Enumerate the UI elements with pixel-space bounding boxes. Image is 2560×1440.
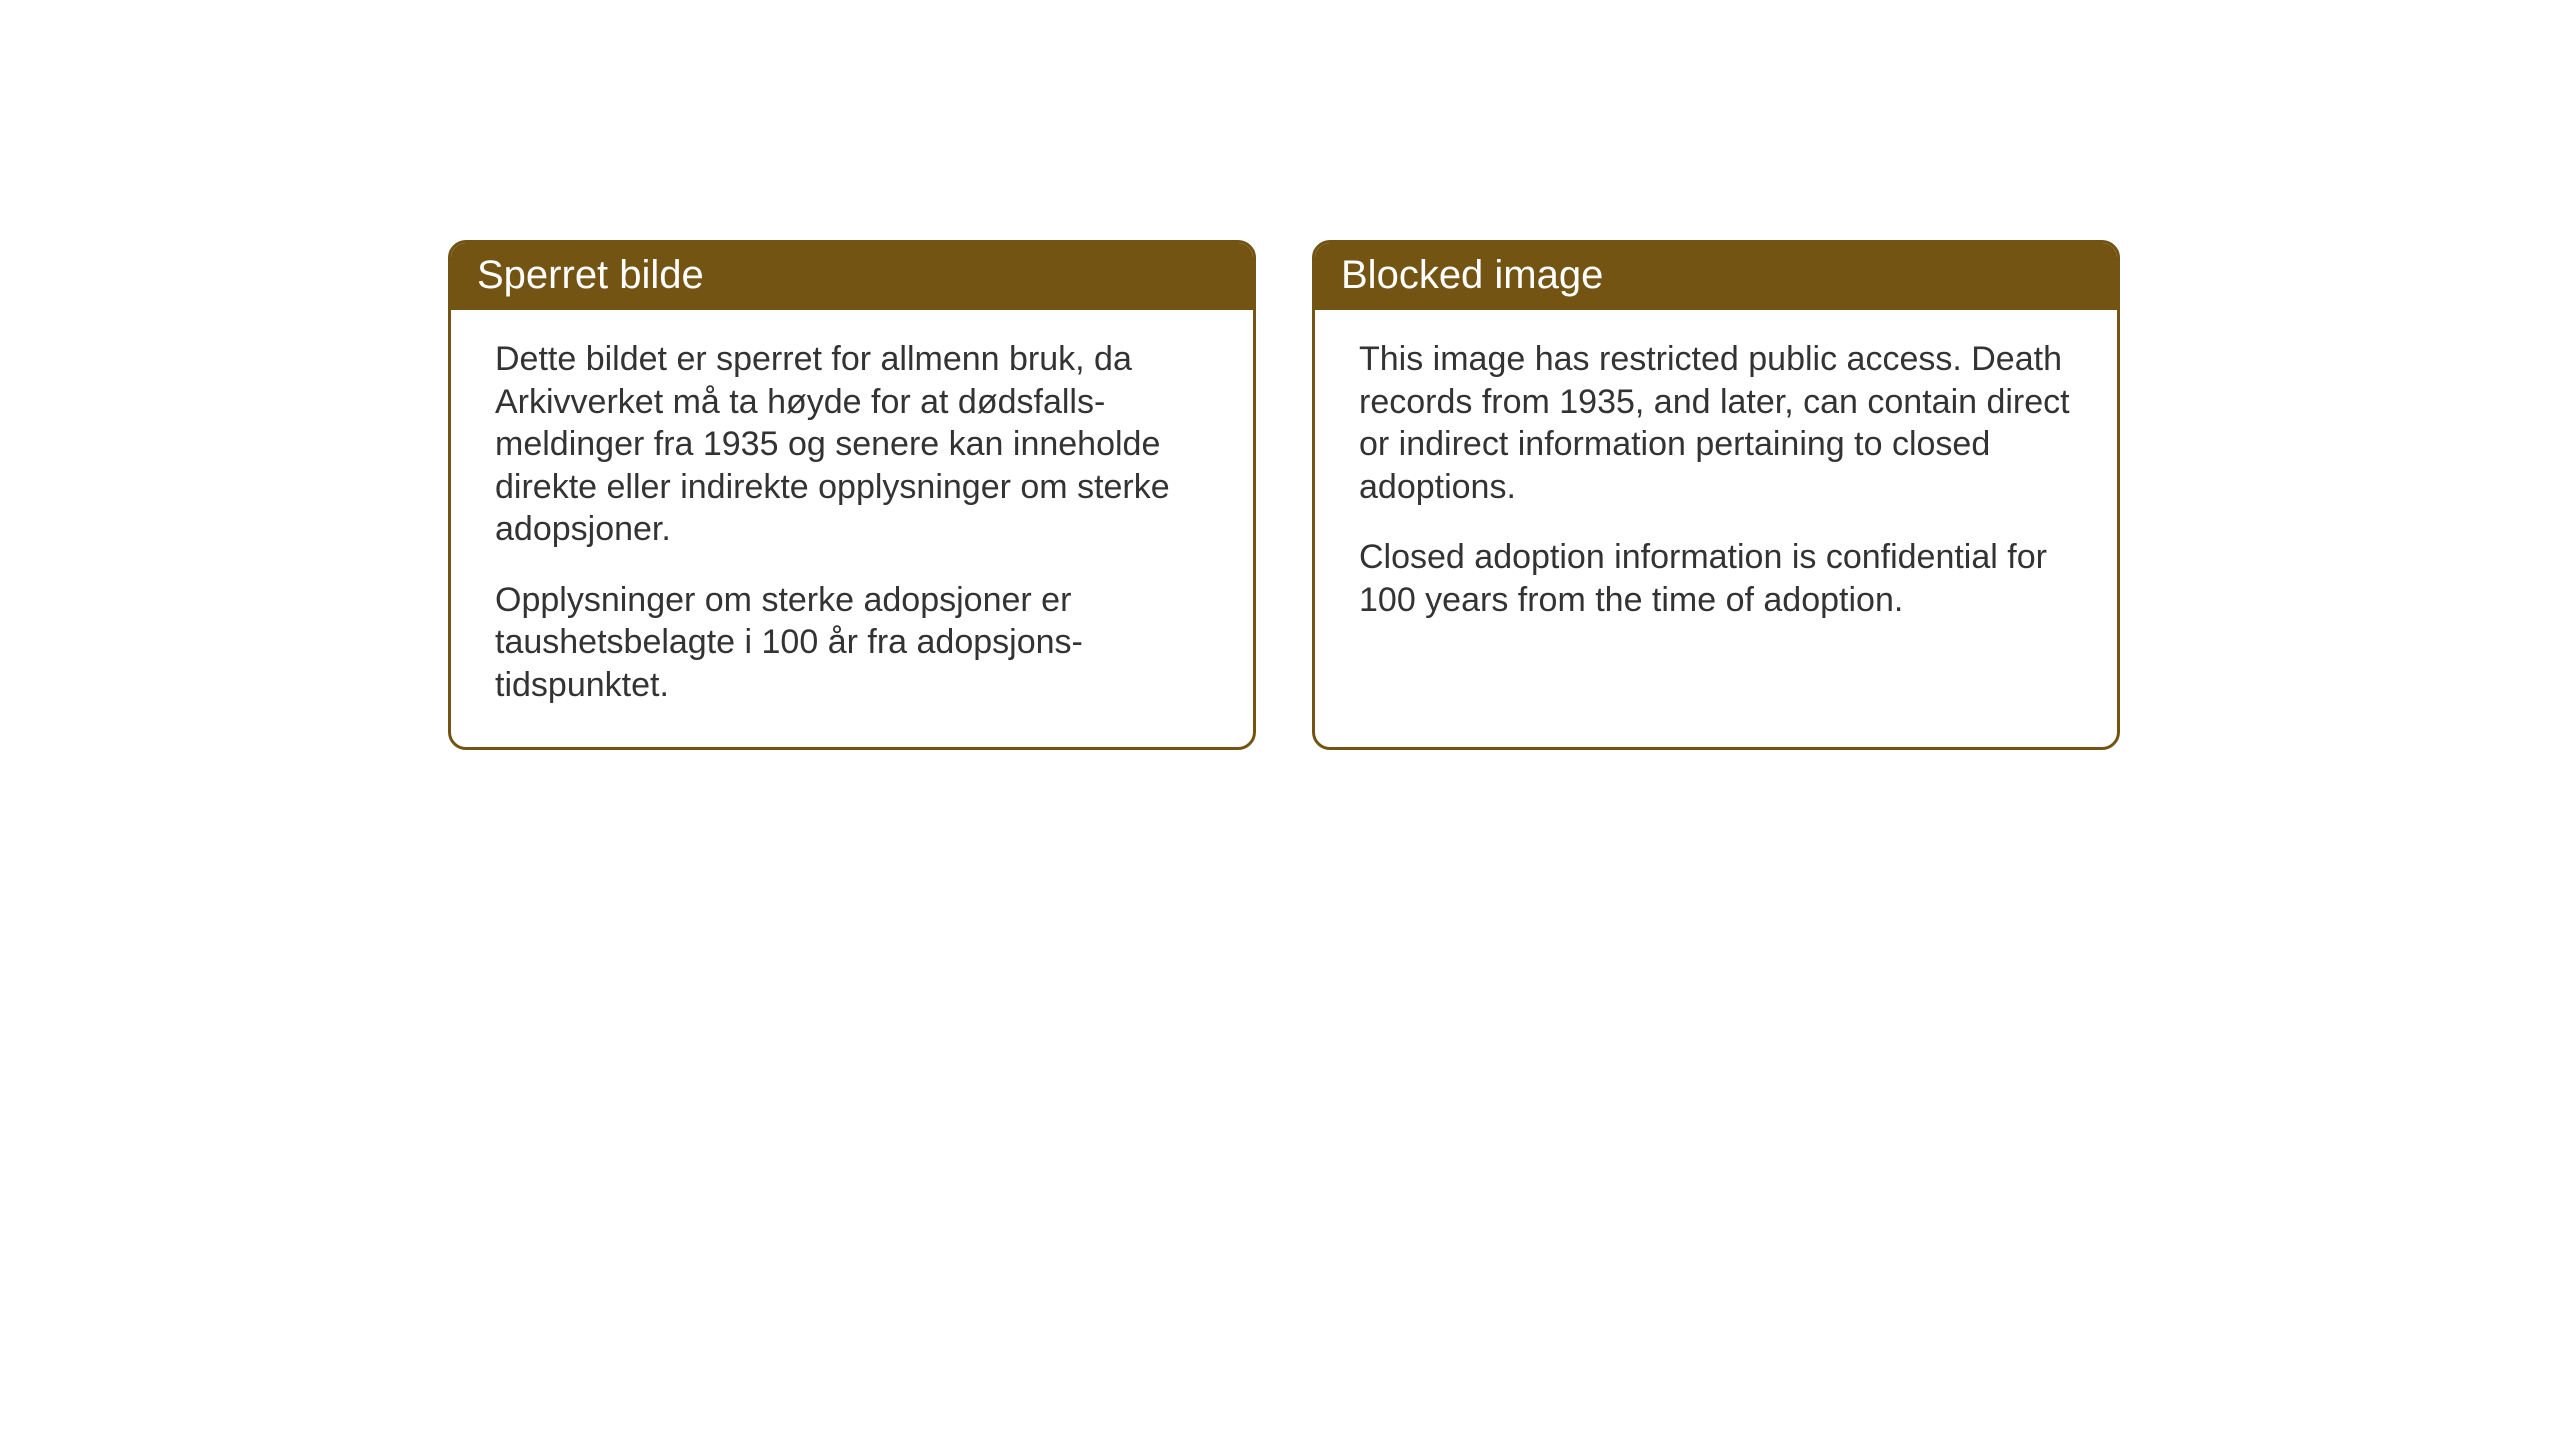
- card-body-no: Dette bildet er sperret for allmenn bruk…: [451, 310, 1253, 742]
- card-header-en: Blocked image: [1315, 243, 2117, 310]
- card-paragraph-en-2: Closed adoption information is confident…: [1359, 536, 2073, 621]
- card-header-no: Sperret bilde: [451, 243, 1253, 310]
- notice-container: Sperret bilde Dette bildet er sperret fo…: [448, 240, 2120, 750]
- card-paragraph-no-2: Opplysninger om sterke adopsjoner er tau…: [495, 579, 1209, 707]
- notice-card-english: Blocked image This image has restricted …: [1312, 240, 2120, 750]
- card-paragraph-no-1: Dette bildet er sperret for allmenn bruk…: [495, 338, 1209, 551]
- card-body-en: This image has restricted public access.…: [1315, 310, 2117, 657]
- notice-card-norwegian: Sperret bilde Dette bildet er sperret fo…: [448, 240, 1256, 750]
- card-paragraph-en-1: This image has restricted public access.…: [1359, 338, 2073, 508]
